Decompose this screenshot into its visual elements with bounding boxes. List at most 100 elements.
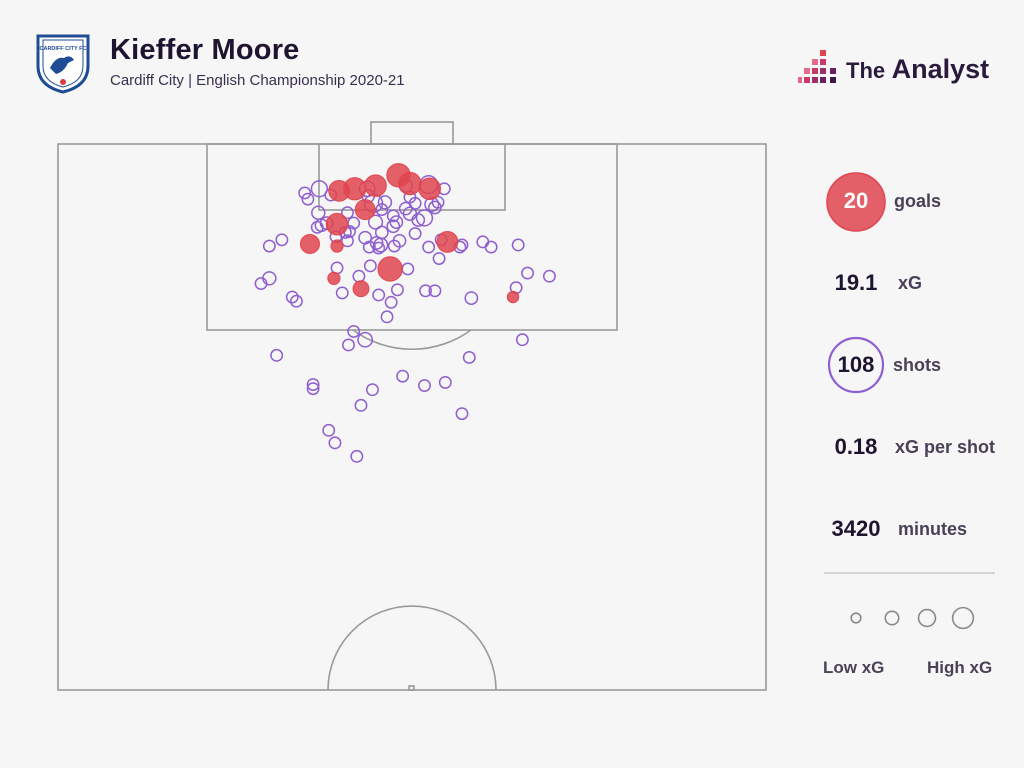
shot-marker [375,203,389,217]
brand-word-small: The [846,58,886,83]
club-crest-logo: CARDIFF CITY FC [36,34,90,94]
shot-marker [521,266,535,280]
xg-label: xG [898,273,923,293]
shot-marker [515,333,529,347]
legend-size-marker [884,610,900,626]
shot-marker [542,269,556,283]
shot-marker [369,236,384,250]
legend-size-marker [951,606,975,630]
goal-marker [299,233,320,254]
brand-name: The Analyst [846,54,989,85]
goal-marker [377,256,403,282]
xg-per-shot-value: 0.18 [834,434,878,459]
shot-marker [422,240,436,254]
shots-label: shots [893,355,942,375]
shot-marker [365,383,379,397]
shot-marker [352,269,366,283]
goal-marker [327,271,341,285]
shot-marker [350,449,364,463]
shots-value: 108 [837,352,875,377]
goal-marker [364,174,387,197]
penalty-area [206,143,618,331]
shot-marker [328,436,342,450]
goals-label: goals [894,191,942,211]
shot-marker [418,379,431,392]
goal-marker [325,212,349,236]
shot-marker [362,240,376,254]
goal-marker [436,230,459,253]
shot-marker [347,324,361,338]
subtitle: Cardiff City | English Championship 2020… [110,72,405,89]
shot-marker [462,350,476,364]
pitch-markings [57,121,767,691]
shot-marker [373,237,389,253]
shot-marker [354,398,368,412]
shot-marker [476,235,490,249]
shot-marker [335,286,349,300]
shot-marker [322,423,336,437]
shots-stat-circle [827,336,885,394]
legend-high-xg-label: High xG [927,658,993,677]
svg-text:CARDIFF CITY FC: CARDIFF CITY FC [40,46,87,52]
goal-marker [330,239,344,253]
shot-marker [363,259,377,273]
shot-marker [401,262,415,276]
shot-marker [419,284,432,298]
legend-low-xg-label: Low xG [823,658,885,677]
goal-marker [352,280,370,298]
centre-circle [327,605,497,691]
shot-marker [428,200,442,215]
shot-marker [372,288,386,302]
shot-marker [306,378,320,391]
goals-layer [299,163,520,304]
shot-marker [392,233,407,248]
shot-marker [357,331,374,348]
goal [370,121,454,145]
shot-marker [372,241,386,255]
xg-value: 19.1 [834,270,878,295]
shot-marker [455,407,469,421]
goal-marker [354,199,376,221]
shots-layer [254,175,556,463]
shot-marker [386,219,401,234]
shot-marker [262,239,276,253]
pitch-outline [57,143,767,691]
shot-marker [389,215,404,229]
shot-marker [310,220,324,234]
brand-logo-icon [798,50,836,83]
player-name-title: Kieffer Moore [110,34,300,66]
shot-marker [285,290,299,304]
shot-marker [270,348,284,362]
goals-stat-circle [826,172,886,232]
minutes-value: 3420 [831,516,881,541]
legend-size-marker [917,608,937,628]
shot-marker [310,180,329,198]
shot-marker [377,195,393,210]
shot-marker [367,214,384,230]
goal-marker [418,177,441,201]
brand-word-large: Analyst [891,54,990,84]
shot-marker [341,234,354,248]
shot-marker [384,295,398,309]
goals-value: 20 [843,188,869,213]
shot-marker [464,291,479,305]
shot-marker [428,284,442,298]
shot-marker [262,271,277,286]
shot-marker [484,240,498,254]
shot-marker [298,186,312,200]
shot-marker [408,227,422,240]
penalty-arc [352,329,472,351]
shot-marker [341,206,354,220]
shot-marker [432,252,446,265]
goal-marker [506,290,520,304]
minutes-label: minutes [898,519,968,539]
shot-marker [311,205,326,220]
xg-per-shot-label: xG per shot [895,437,996,457]
shot-marker [390,283,404,297]
shot-marker [301,192,315,206]
shot-marker [306,382,320,396]
shot-marker [342,338,355,352]
shot-marker [380,310,394,324]
centre-spot [408,685,415,691]
